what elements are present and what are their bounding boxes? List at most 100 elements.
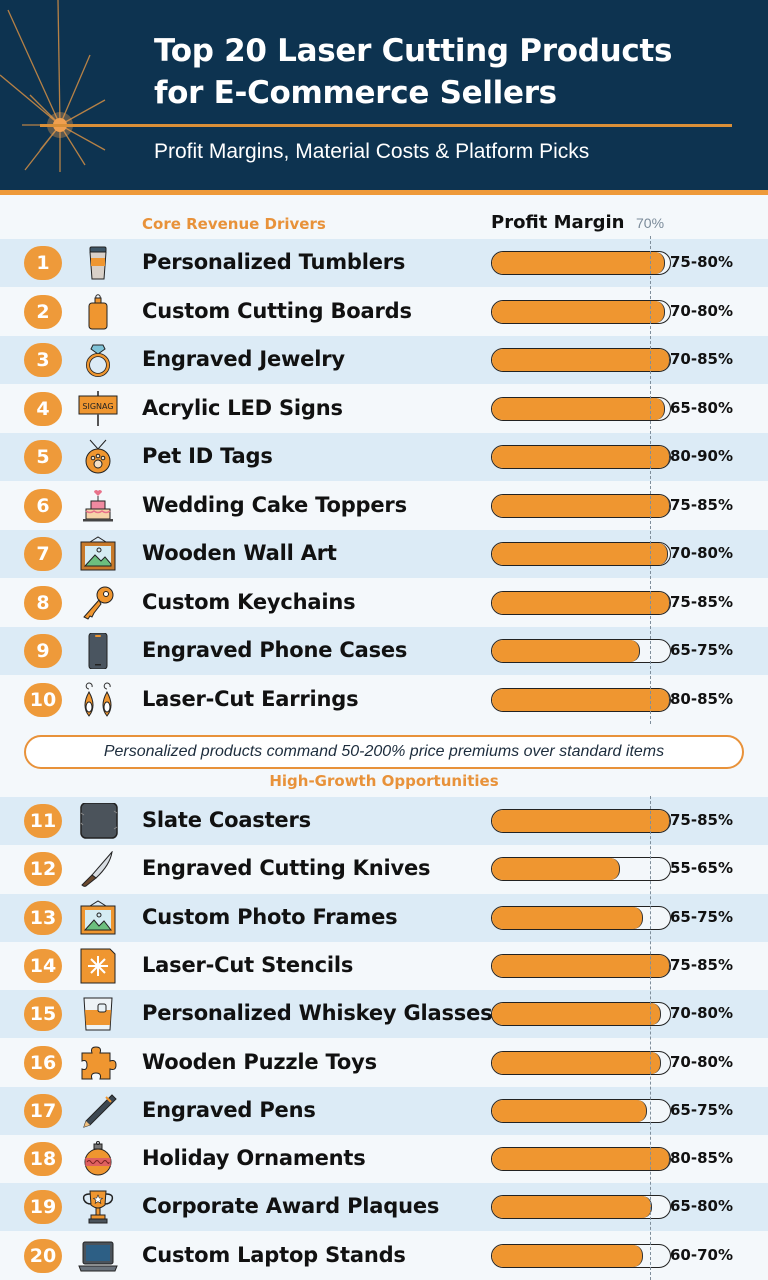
header-bottom-border (0, 190, 768, 195)
product-name: Custom Keychains (142, 589, 356, 614)
rank-badge: 5 (24, 440, 62, 474)
product-name: Custom Laptop Stands (142, 1242, 406, 1267)
margin-value: 70-80% (670, 544, 734, 562)
margin-value: 75-85% (670, 955, 734, 974)
rank-badge: 17 (24, 1093, 62, 1128)
knife-icon (78, 850, 118, 888)
product-name: Slate Coasters (142, 808, 311, 832)
table-row: 14 Laser-Cut Stencils 75-85% (0, 942, 768, 990)
table-row: 2 Custom Cutting Boards 70-80% (0, 288, 768, 336)
product-name: Wooden Wall Art (142, 541, 337, 565)
margin-bar (491, 1098, 671, 1123)
product-name: Wooden Puzzle Toys (142, 1049, 377, 1074)
margin-bar-fill (492, 810, 670, 832)
title-line-2: for E-Commerce Sellers (154, 75, 557, 111)
table-row: 18 Holiday Ornaments 80-85% (0, 1135, 768, 1183)
product-name: Custom Photo Frames (142, 904, 398, 929)
table-row: 9 Engraved Phone Cases 65-75% (0, 627, 768, 675)
cutting-board-icon (78, 293, 118, 330)
product-name: Acrylic LED Signs (142, 395, 343, 420)
margin-bar (491, 639, 671, 663)
tumbler-icon (78, 245, 118, 281)
product-name: Engraved Jewelry (142, 347, 345, 371)
margin-bar-fill (492, 1051, 662, 1074)
margin-value: 80-85% (670, 1149, 734, 1168)
whiskey-glass-icon (78, 996, 118, 1032)
margin-value: 65-75% (670, 907, 734, 926)
product-name: Personalized Whiskey Glasses (142, 1001, 493, 1026)
stencil-icon (78, 948, 118, 984)
rank-badge: 13 (24, 900, 62, 935)
margin-bar-fill (492, 252, 665, 274)
margin-bar (491, 1050, 671, 1075)
product-name: Laser-Cut Stencils (142, 952, 354, 977)
product-name: Engraved Cutting Knives (142, 856, 431, 881)
laser-burst-icon (0, 0, 106, 172)
table-row: 20 Custom Laptop Stands 60-70% (0, 1232, 768, 1280)
puzzle-piece-icon (78, 1045, 118, 1081)
margin-value: 80-90% (670, 447, 734, 465)
table-row: 11 Slate Coasters 75-85% (0, 797, 768, 845)
margin-bar-fill (492, 906, 644, 929)
table-row: 10 Laser-Cut Earrings 80-85% (0, 676, 768, 724)
margin-value: 70-80% (670, 1004, 734, 1023)
margin-bar (491, 299, 671, 324)
margin-bar (491, 1195, 671, 1220)
earrings-icon (78, 682, 118, 718)
rank-badge: 6 (24, 488, 62, 523)
title-line-1: Top 20 Laser Cutting Products (154, 33, 673, 69)
margin-value: 70-80% (670, 301, 734, 320)
margin-bar-fill (492, 494, 670, 517)
margin-bar-fill (492, 1148, 670, 1171)
table-row: 6 Wedding Cake Toppers 75-85% (0, 482, 768, 530)
margin-bar (491, 687, 671, 712)
table-row: 13 Custom Photo Frames 65-75% (0, 893, 768, 942)
product-name: Engraved Phone Cases (142, 638, 408, 662)
margin-bar-fill (492, 300, 665, 323)
table-row: 8 Custom Keychains 75-85% (0, 579, 768, 627)
margin-bar-fill (492, 591, 670, 614)
rank-badge: 2 (24, 294, 62, 329)
reference-line-70-lower (650, 796, 651, 1280)
margin-value: 70-85% (670, 350, 734, 368)
rank-badge: 19 (24, 1190, 62, 1225)
margin-bar-fill (492, 1244, 644, 1267)
margin-bar-fill (492, 349, 670, 371)
margin-bar (491, 1002, 671, 1027)
rank-badge: 11 (24, 804, 62, 838)
rank-badge: 14 (24, 948, 62, 983)
margin-value: 60-70% (670, 1245, 734, 1264)
margin-bar (491, 1147, 671, 1172)
laptop-icon (78, 1238, 118, 1274)
margin-value: 65-75% (670, 641, 734, 659)
margin-value: 75-85% (670, 592, 734, 611)
margin-bar (491, 809, 671, 833)
table-row: 15 Personalized Whiskey Glasses 70-80% (0, 990, 768, 1039)
ring-icon (78, 342, 118, 378)
pen-icon (78, 1093, 118, 1129)
signage-icon: SIGNAG (78, 390, 118, 427)
margin-bar (491, 396, 671, 421)
table-row: 17 Engraved Pens 65-75% (0, 1086, 768, 1135)
section-label-core: Core Revenue Drivers (142, 215, 326, 233)
table-row: 5 Pet ID Tags 80-90% (0, 433, 768, 481)
key-icon (78, 585, 118, 621)
pet-tag-icon (78, 439, 118, 475)
header-banner: Top 20 Laser Cutting Products for E-Comm… (0, 0, 768, 190)
margin-value: 65-75% (670, 1100, 734, 1119)
product-name: Holiday Ornaments (142, 1146, 366, 1171)
product-name: Wedding Cake Toppers (142, 492, 407, 517)
margin-value: 65-80% (670, 398, 734, 417)
table-row: 4 SIGNAG Acrylic LED Signs 65-80% (0, 385, 768, 433)
margin-value: 75-85% (670, 811, 734, 829)
phone-icon (78, 632, 118, 670)
table-row: 12 Engraved Cutting Knives 55-65% (0, 845, 768, 893)
margin-value: 65-80% (670, 1197, 734, 1216)
table-row: 7 Wooden Wall Art 70-80% (0, 530, 768, 578)
photo-frame-icon (78, 900, 118, 936)
margin-bar-fill (492, 446, 670, 468)
margin-bar-fill (492, 1196, 653, 1219)
margin-value: 80-85% (670, 689, 734, 708)
margin-bar (491, 953, 671, 978)
rank-badge: 3 (24, 343, 62, 377)
